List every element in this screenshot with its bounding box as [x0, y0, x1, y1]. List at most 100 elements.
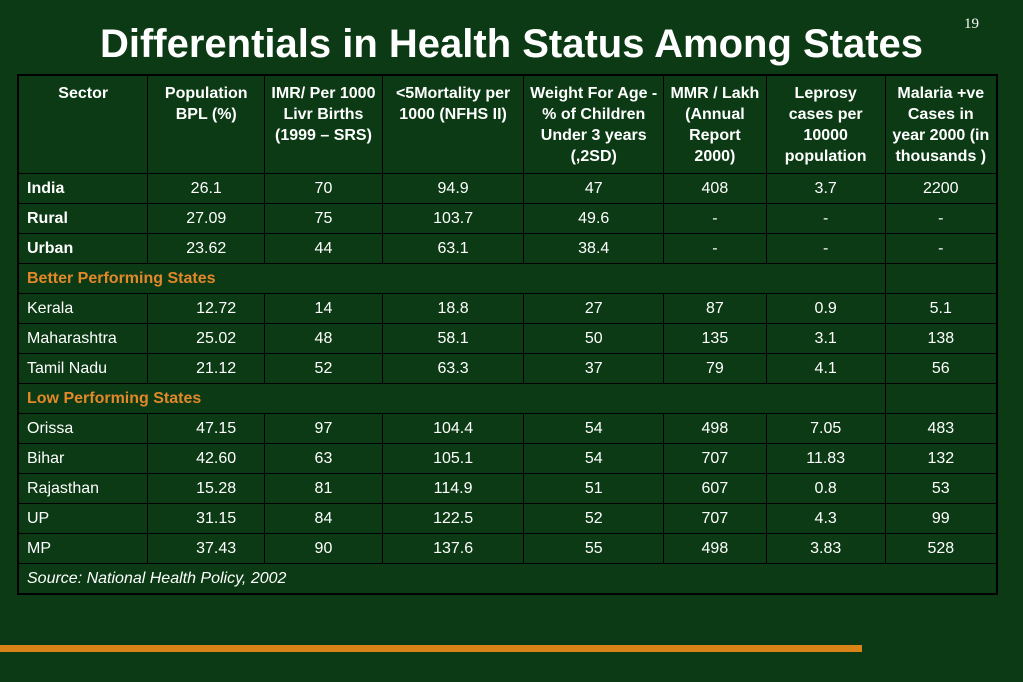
table-cell: 137.6	[381, 533, 525, 564]
table-cell: 104.4	[381, 413, 525, 444]
table-row: UP 31.15 84 122.5 52 707 4.3 99	[17, 503, 998, 534]
table-cell: 27.09	[147, 203, 266, 234]
table-cell: 58.1	[381, 323, 525, 354]
table-cell: 138	[884, 323, 998, 354]
table-cell: 42.60	[147, 443, 266, 474]
row-label: MP	[17, 533, 149, 564]
table-row: Bihar 42.60 63 105.1 54 707 11.83 132	[17, 443, 998, 474]
table-cell: 26.1	[147, 173, 266, 204]
table-row: India 26.1 70 94.9 47 408 3.7 2200	[17, 173, 998, 204]
table-cell: 21.12	[147, 353, 266, 384]
table-cell: 49.6	[523, 203, 664, 234]
table-cell: 47.15	[147, 413, 266, 444]
table-cell: 607	[663, 473, 767, 504]
row-label: Rural	[17, 203, 149, 234]
table-cell: 14	[264, 293, 383, 324]
table-cell: 84	[264, 503, 383, 534]
row-label: Bihar	[17, 443, 149, 474]
table-row: Urban 23.62 44 63.1 38.4- - -	[17, 233, 998, 264]
table-cell: 97	[264, 413, 383, 444]
header-weight-for-age: Weight For Age - % of Children Under 3 y…	[523, 74, 664, 174]
table-cell: 31.15	[147, 503, 266, 534]
table-cell: 51	[523, 473, 664, 504]
section-row: Better Performing States	[17, 263, 998, 294]
table-cell: 498	[663, 413, 767, 444]
table-cell: 52	[264, 353, 383, 384]
table-cell: 3.83	[765, 533, 886, 564]
table-cell	[884, 383, 998, 414]
table-cell: 81	[264, 473, 383, 504]
table-cell: 3.7	[765, 173, 886, 204]
header-malaria: Malaria +ve Cases in year 2000 (in thous…	[884, 74, 998, 174]
table-cell: 15.28	[147, 473, 266, 504]
header-row: Sector Population BPL (%) IMR/ Per 1000 …	[17, 74, 998, 174]
table-row: Rajasthan 15.28 81 114.9 51 607 0.8 53	[17, 473, 998, 504]
table-cell: 70	[264, 173, 383, 204]
table-cell: 37	[523, 353, 664, 384]
table-row: Rural 27.09 75 103.7 49.6- - -	[17, 203, 998, 234]
page-number: 19	[964, 16, 979, 32]
accent-bar	[0, 645, 862, 652]
table-cell: 53	[884, 473, 998, 504]
source-note: Source: National Health Policy, 2002	[17, 563, 998, 595]
header-sector: Sector	[17, 74, 149, 174]
table-cell: 75	[264, 203, 383, 234]
row-label: UP	[17, 503, 149, 534]
table-cell: 37.43	[147, 533, 266, 564]
table-cell: 103.7	[381, 203, 525, 234]
table-cell: 27	[523, 293, 664, 324]
table-cell: 47	[523, 173, 664, 204]
table-cell: -	[663, 233, 767, 264]
table-cell: 50	[523, 323, 664, 354]
table-cell: 63.1	[381, 233, 525, 264]
table-cell: 48	[264, 323, 383, 354]
table-cell: 483	[884, 413, 998, 444]
table-cell: 4.3	[765, 503, 886, 534]
section-heading-better: Better Performing States	[17, 263, 886, 294]
table-cell: 56	[884, 353, 998, 384]
table-cell: 707	[663, 503, 767, 534]
table-cell: 38.4	[523, 233, 664, 264]
header-leprosy: Leprosy cases per 10000 population	[765, 74, 886, 174]
table-cell: 90	[264, 533, 383, 564]
section-row: Low Performing States	[17, 383, 998, 414]
table-cell: 498	[663, 533, 767, 564]
row-label: India	[17, 173, 149, 204]
table-cell: 135	[663, 323, 767, 354]
table-cell: 707	[663, 443, 767, 474]
table-cell: -	[884, 233, 998, 264]
row-label: Urban	[17, 233, 149, 264]
table-cell: 94.9	[381, 173, 525, 204]
header-imr: IMR/ Per 1000 Livr Births (1999 – SRS)	[264, 74, 383, 174]
table-cell: 12.72	[147, 293, 266, 324]
table-cell: 18.8	[381, 293, 525, 324]
table-row: Maharashtra 25.02 48 58.1 50 135 3.1 138	[17, 323, 998, 354]
table-cell: -	[765, 203, 886, 234]
table-cell: -	[884, 203, 998, 234]
table-cell: 63	[264, 443, 383, 474]
header-mmr: MMR / Lakh (Annual Report 2000)	[663, 74, 767, 174]
table-cell: 4.1	[765, 353, 886, 384]
table-cell: 54	[523, 413, 664, 444]
table-cell: 52	[523, 503, 664, 534]
table-cell: -	[663, 203, 767, 234]
table-cell: 132	[884, 443, 998, 474]
table-cell: 0.9	[765, 293, 886, 324]
table-cell: 7.05	[765, 413, 886, 444]
table-cell: 44	[264, 233, 383, 264]
table-cell: 87	[663, 293, 767, 324]
table-cell: 408	[663, 173, 767, 204]
table-cell: 99	[884, 503, 998, 534]
table-cell: 55	[523, 533, 664, 564]
health-status-table: Sector Population BPL (%) IMR/ Per 1000 …	[17, 74, 998, 595]
table-cell: 122.5	[381, 503, 525, 534]
table-cell: 63.3	[381, 353, 525, 384]
table-row: MP 37.43 90 137.6 55 498 3.83 528	[17, 533, 998, 564]
table-row: Kerala 12.72 14 18.8 27 87 0.9 5.1	[17, 293, 998, 324]
table-cell: 0.8	[765, 473, 886, 504]
row-label: Rajasthan	[17, 473, 149, 504]
table-cell: 79	[663, 353, 767, 384]
table-cell: 5.1	[884, 293, 998, 324]
table-cell: 114.9	[381, 473, 525, 504]
table-cell: 105.1	[381, 443, 525, 474]
